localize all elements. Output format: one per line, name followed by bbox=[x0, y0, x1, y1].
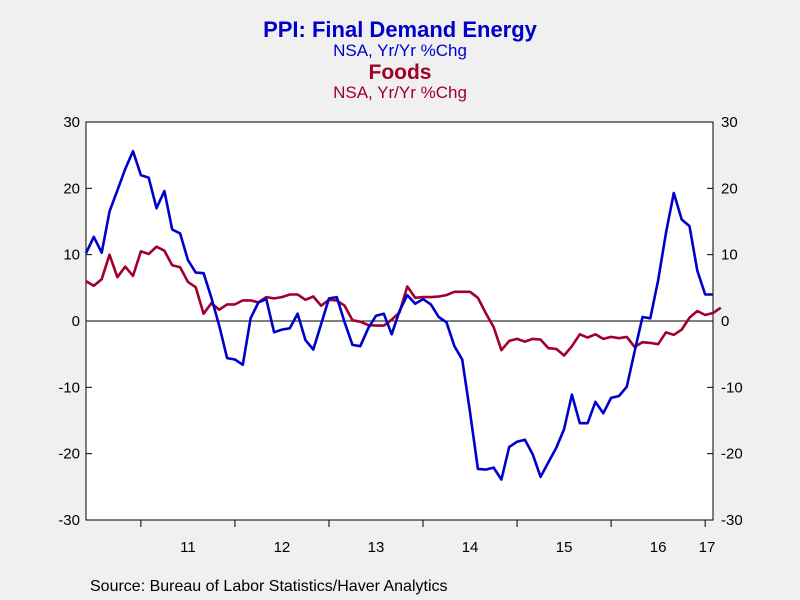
chart-subtitle-energy: NSA, Yr/Yr %Chg bbox=[333, 41, 467, 60]
x-tick-label: 12 bbox=[274, 539, 291, 556]
series-line-foods bbox=[85, 245, 722, 357]
y-tick-label-left: -30 bbox=[58, 512, 80, 529]
x-tick-label: 13 bbox=[368, 539, 385, 556]
y-tick-label-right: 10 bbox=[721, 247, 738, 264]
chart-title: PPI: Final Demand Energy bbox=[263, 17, 537, 42]
source-note: Source: Bureau of Labor Statistics/Haver… bbox=[90, 578, 448, 595]
y-tick-label-right: 30 bbox=[721, 114, 738, 131]
y-tick-label-right: 20 bbox=[721, 180, 738, 197]
y-tick-label-right: -30 bbox=[721, 512, 743, 529]
y-tick-label-left: 20 bbox=[63, 180, 80, 197]
x-tick-label: 17 bbox=[699, 539, 716, 556]
chart-title-foods: Foods bbox=[368, 61, 432, 84]
x-tick-label: 11 bbox=[180, 539, 196, 556]
y-tick-label-left: 10 bbox=[63, 247, 80, 264]
y-tick-label-right: -10 bbox=[721, 379, 743, 396]
series-line-energy bbox=[84, 149, 713, 481]
y-tick-label-right: -20 bbox=[721, 446, 743, 463]
y-tick-label-left: -20 bbox=[58, 446, 80, 463]
x-tick-label: 14 bbox=[462, 539, 479, 556]
y-tick-label-left: 0 bbox=[72, 313, 80, 330]
y-tick-label-right: 0 bbox=[721, 313, 729, 330]
y-tick-label-left: -10 bbox=[58, 379, 80, 396]
x-tick-label: 16 bbox=[650, 539, 667, 556]
x-tick-label: 15 bbox=[556, 539, 573, 556]
chart-subtitle-foods: NSA, Yr/Yr %Chg bbox=[333, 83, 467, 102]
title-block: PPI: Final Demand Energy NSA, Yr/Yr %Chg… bbox=[0, 18, 800, 102]
y-tick-label-left: 30 bbox=[63, 114, 80, 131]
